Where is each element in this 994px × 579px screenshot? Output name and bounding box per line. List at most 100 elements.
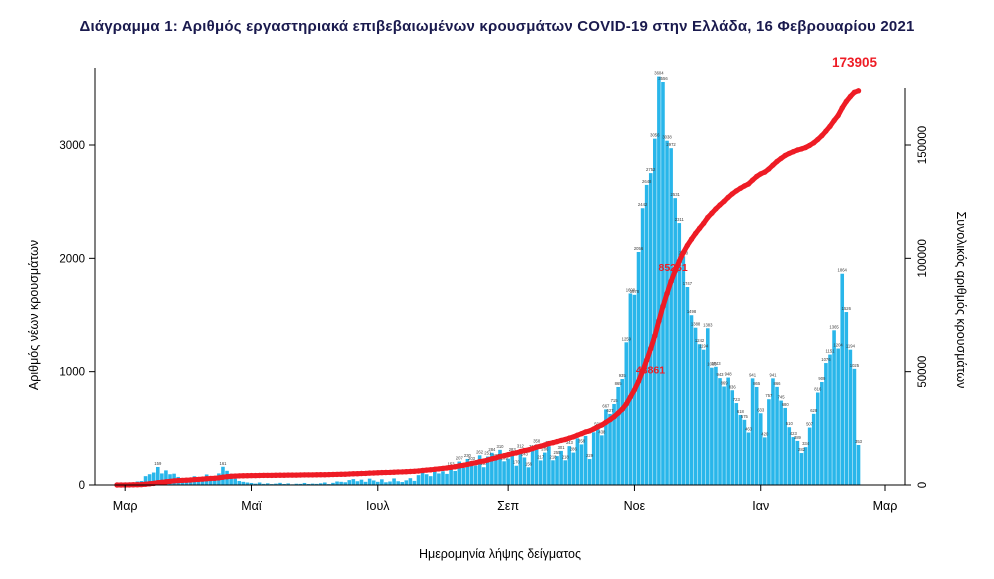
bar bbox=[343, 482, 347, 485]
cumulative-line-dot bbox=[725, 194, 731, 201]
bar-value-label: 1204 bbox=[833, 343, 843, 348]
cumulative-line-dot bbox=[648, 346, 654, 352]
bar-value-label: 423 bbox=[790, 431, 798, 436]
cumulative-line-dot bbox=[297, 472, 304, 478]
cumulative-line-dot bbox=[611, 414, 617, 420]
cumulative-line-dot bbox=[387, 469, 393, 476]
bar-value-label: 420 bbox=[761, 431, 769, 436]
bar-value-label: 2311 bbox=[675, 217, 685, 222]
bar bbox=[437, 473, 441, 485]
cumulative-line-dot bbox=[741, 183, 748, 189]
cumulative-line-dot bbox=[432, 466, 438, 472]
bar bbox=[811, 413, 816, 485]
cumulative-line-dot bbox=[615, 410, 621, 416]
bar bbox=[815, 392, 820, 485]
cumulative-line-dot bbox=[692, 230, 699, 237]
x-axis-month-label: Ιουλ bbox=[366, 499, 390, 513]
bar-value-label: 218 bbox=[562, 454, 570, 459]
cumulative-line-dot bbox=[228, 473, 234, 479]
cumulative-line-dot bbox=[521, 447, 528, 454]
bar bbox=[840, 273, 845, 485]
cumulative-line-dot bbox=[603, 419, 609, 425]
cumulative-line-dot bbox=[468, 460, 475, 467]
bar-value-label: 935 bbox=[619, 373, 627, 378]
cumulative-line-dot bbox=[509, 450, 515, 457]
bar bbox=[669, 148, 673, 486]
bar bbox=[155, 466, 160, 485]
bar-value-label: 723 bbox=[733, 397, 741, 402]
cumulative-line-dot bbox=[175, 477, 181, 484]
bar bbox=[469, 461, 474, 485]
cumulative-line-dot bbox=[790, 149, 796, 155]
bar-value-label: 1035 bbox=[707, 362, 717, 367]
daily-cases-bars bbox=[115, 76, 861, 486]
bar bbox=[828, 354, 832, 485]
bar bbox=[237, 481, 242, 485]
bar bbox=[457, 461, 462, 485]
cumulative-line-dot bbox=[607, 417, 613, 423]
bar bbox=[746, 432, 751, 485]
bar bbox=[657, 76, 661, 486]
cumulative-line-dot bbox=[199, 476, 206, 482]
bar bbox=[758, 413, 763, 485]
cumulative-line-dot bbox=[289, 472, 295, 478]
bar bbox=[400, 482, 405, 485]
cumulative-line-dot bbox=[766, 166, 772, 172]
cumulative-line-dot bbox=[798, 146, 805, 152]
bar bbox=[294, 483, 299, 485]
bar-value-label: 627 bbox=[607, 408, 615, 413]
bar bbox=[396, 481, 400, 485]
cumulative-line-dot bbox=[546, 440, 552, 447]
bar bbox=[718, 378, 722, 485]
bar bbox=[616, 386, 620, 485]
bar bbox=[648, 173, 653, 486]
bar-value-label: 2531 bbox=[671, 192, 681, 197]
cumulative-line-dot bbox=[362, 470, 369, 477]
bar-value-label: 1678 bbox=[630, 289, 640, 294]
cumulative-line-dot bbox=[252, 472, 259, 479]
cumulative-line-dot bbox=[652, 333, 658, 339]
bar bbox=[433, 470, 437, 485]
bar-value-label: 1864 bbox=[838, 268, 848, 273]
cumulative-line-dot bbox=[558, 437, 564, 444]
bar bbox=[579, 444, 584, 485]
bar bbox=[473, 465, 478, 485]
bar-value-label: 816 bbox=[814, 387, 822, 392]
right-axis-tick-label: 50000 bbox=[917, 356, 929, 388]
cumulative-line-dot bbox=[574, 432, 581, 438]
cumulative-line-dot bbox=[802, 144, 809, 151]
bar-value-label: 301 bbox=[558, 445, 566, 450]
cumulative-line-dot bbox=[163, 479, 169, 485]
bar bbox=[461, 467, 466, 485]
bar bbox=[730, 390, 735, 485]
cumulative-line-dot bbox=[806, 142, 813, 149]
bar bbox=[775, 386, 779, 485]
cumulative-line-dot bbox=[497, 453, 503, 460]
cumulative-line-dot bbox=[460, 462, 466, 468]
bar-value-label: 836 bbox=[729, 384, 737, 389]
bar bbox=[543, 452, 547, 485]
cumulative-line-dot bbox=[236, 473, 242, 479]
cumulative-line-dot bbox=[403, 469, 409, 475]
bar bbox=[428, 476, 433, 485]
bar bbox=[465, 458, 470, 485]
bar-value-label: 1388 bbox=[691, 322, 701, 327]
cumulative-line-dot bbox=[464, 461, 471, 468]
bar bbox=[147, 474, 152, 485]
bar bbox=[355, 481, 360, 485]
bar bbox=[807, 427, 812, 485]
cumulative-line-dot bbox=[452, 464, 458, 470]
bar-value-label: 1383 bbox=[703, 322, 713, 327]
bar bbox=[803, 447, 808, 485]
bar bbox=[534, 444, 539, 485]
cumulative-line-dot bbox=[794, 147, 801, 153]
cumulative-annotation: 85261 bbox=[658, 262, 687, 274]
cumulative-line-dot bbox=[631, 387, 638, 393]
cumulative-line-dot bbox=[346, 471, 352, 477]
bar bbox=[286, 483, 290, 485]
cumulative-line-dot bbox=[187, 477, 194, 483]
bar bbox=[779, 400, 783, 485]
bar bbox=[791, 437, 796, 485]
cumulative-line-dot bbox=[819, 132, 825, 139]
bar-value-label: 1076 bbox=[821, 357, 831, 362]
